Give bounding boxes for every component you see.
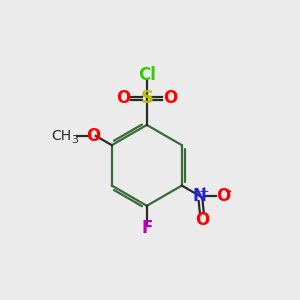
Text: O: O <box>116 89 130 107</box>
Text: -: - <box>225 182 232 201</box>
Text: +: + <box>199 185 209 198</box>
Text: O: O <box>86 127 100 145</box>
Text: 3: 3 <box>71 135 78 145</box>
Text: CH: CH <box>51 129 71 143</box>
Text: F: F <box>141 219 152 237</box>
Text: S: S <box>140 89 153 107</box>
Text: O: O <box>164 89 178 107</box>
Text: N: N <box>193 187 207 205</box>
Text: Cl: Cl <box>138 66 156 84</box>
Text: O: O <box>216 187 230 205</box>
Text: O: O <box>195 211 209 229</box>
